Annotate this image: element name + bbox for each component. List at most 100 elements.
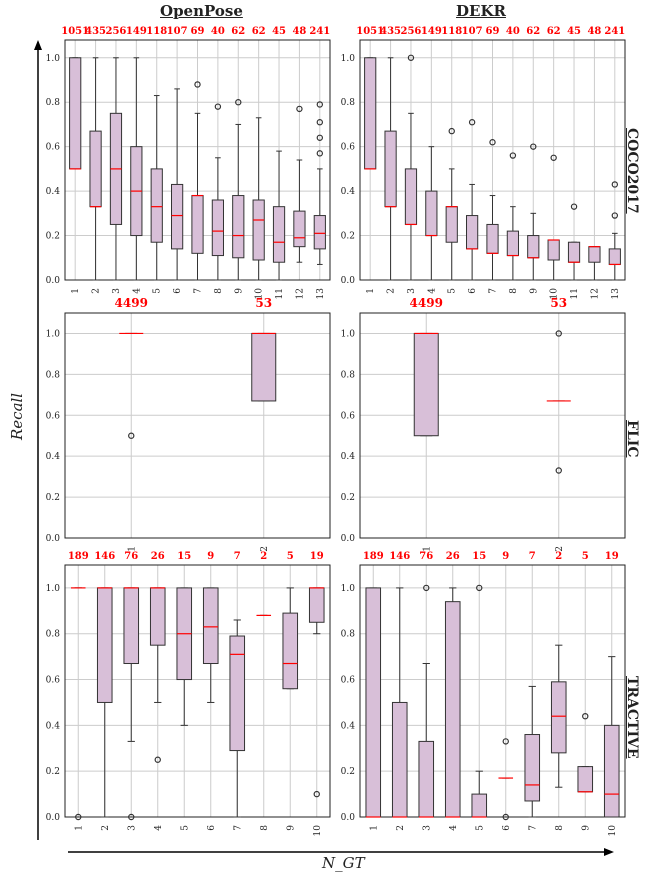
x-tick-label: 4	[427, 288, 437, 294]
y-tick-label: 0.2	[341, 493, 355, 503]
x-tick-label: 8	[260, 825, 270, 831]
x-tick-label: 10	[550, 288, 560, 300]
outlier-point	[296, 105, 303, 113]
x-tick-label: 12	[295, 288, 305, 299]
x-tick-label: 6	[502, 825, 512, 831]
box	[527, 235, 540, 259]
count-label: 15	[177, 551, 191, 562]
y-tick-label: 0.4	[341, 721, 356, 731]
box	[418, 740, 435, 818]
count-label: 9	[502, 551, 509, 562]
x-tick-label: 2	[387, 288, 397, 294]
count-label: 118	[146, 26, 167, 37]
x-axis-title: N_GT	[322, 854, 365, 872]
count-label: 69	[191, 26, 205, 37]
x-tick-label: 6	[468, 288, 478, 294]
box	[150, 168, 163, 243]
count-label: 15	[472, 551, 486, 562]
outlier-point	[550, 154, 557, 161]
x-tick-label: 10	[313, 825, 323, 837]
x-tick-label: 5	[180, 825, 190, 831]
outlier-point	[476, 584, 483, 592]
y-tick-label: 0.2	[341, 232, 355, 242]
x-axis-arrowhead	[604, 848, 614, 856]
box	[365, 587, 382, 818]
box	[293, 210, 306, 248]
count-label: 69	[486, 26, 500, 37]
y-tick-label: 0.6	[46, 411, 61, 421]
y-tick-label: 1.0	[341, 329, 356, 339]
x-tick-label: 9	[286, 825, 296, 831]
x-tick-label: 13	[611, 288, 621, 300]
outlier-point	[582, 713, 589, 720]
y-tick-label: 0.4	[341, 452, 356, 462]
y-tick-label: 0.8	[341, 630, 356, 640]
count-label: 48	[292, 26, 306, 37]
x-tick-label: 9	[234, 288, 244, 294]
count-label: 5	[582, 551, 589, 562]
y-tick-label: 0.6	[341, 676, 356, 686]
count-label: 26	[151, 551, 165, 562]
x-tick-label: 7	[489, 288, 499, 294]
y-tick-label: 0.0	[341, 534, 356, 544]
y-tick-label: 0.0	[46, 534, 61, 544]
x-tick-label: 3	[422, 825, 432, 831]
box	[211, 199, 224, 257]
count-label: 26	[446, 551, 460, 562]
x-tick-label: 7	[194, 288, 204, 294]
count-label: 62	[526, 26, 540, 37]
outlier-point	[530, 143, 537, 150]
x-tick-label: 5	[448, 288, 458, 294]
count-label: 146	[94, 551, 115, 562]
x-tick-label: 13	[316, 288, 326, 300]
panel-openpose-tractive: 0.0 0.2 0.4 0.6 0.8 1.0 1 189 2 146 3 76 4 26 5 15 6 9 7 7 8…	[46, 551, 331, 837]
x-tick-label: 9	[529, 288, 539, 294]
box	[171, 183, 184, 250]
y-tick-label: 0.8	[341, 370, 356, 380]
count-label: 62	[252, 26, 266, 37]
x-tick-label: 2	[555, 546, 565, 552]
outlier-point	[502, 738, 509, 745]
y-tick-label: 0.2	[46, 232, 60, 242]
x-tick-label: 10	[608, 825, 618, 837]
outlier-point	[313, 790, 320, 798]
y-tick-label: 0.8	[46, 98, 61, 108]
x-tick-label: 2	[92, 288, 102, 294]
plot-frame	[64, 564, 331, 818]
x-tick-label: 12	[590, 288, 600, 299]
count-label: 5	[287, 551, 294, 562]
panel-dekr-tractive: 0.0 0.2 0.4 0.6 0.8 1.0 1 189 2 146 3 76 4 26 5 15 6 9 7 7 8…	[341, 551, 626, 837]
x-tick-label: 11	[275, 288, 285, 299]
count-label: 7	[234, 551, 241, 562]
y-tick-label: 0.8	[341, 98, 356, 108]
y-tick-label: 1.0	[341, 54, 356, 64]
x-tick-label: 8	[509, 288, 519, 294]
outlier-point	[468, 119, 476, 126]
count-label: 118	[441, 26, 462, 37]
y-tick-label: 1.0	[46, 584, 61, 594]
outlier-point	[316, 101, 324, 108]
x-tick-label: 3	[112, 288, 122, 294]
count-label: 256	[401, 26, 422, 37]
x-tick-label: 8	[214, 288, 224, 294]
count-label: 45	[272, 26, 286, 37]
count-label: 256	[106, 26, 127, 37]
box	[547, 239, 560, 261]
x-tick-label: 3	[127, 825, 137, 831]
y-tick-label: 0.6	[341, 143, 356, 153]
plot-frame	[359, 312, 626, 539]
outlier-point	[316, 134, 324, 141]
panel-openpose-coco2017: 0.00.20.40.60.81.01105124353256414951186…	[46, 26, 331, 299]
count-label: 4499	[115, 296, 148, 310]
y-tick-label: 1.0	[46, 329, 61, 339]
y-tick-label: 0.2	[46, 493, 60, 503]
count-label: 19	[605, 551, 619, 562]
box	[577, 766, 594, 793]
x-tick-label: 2	[260, 546, 270, 552]
box	[444, 601, 461, 818]
count-label: 435	[380, 26, 401, 37]
count-label: 149	[126, 26, 147, 37]
count-label: 435	[85, 26, 106, 37]
